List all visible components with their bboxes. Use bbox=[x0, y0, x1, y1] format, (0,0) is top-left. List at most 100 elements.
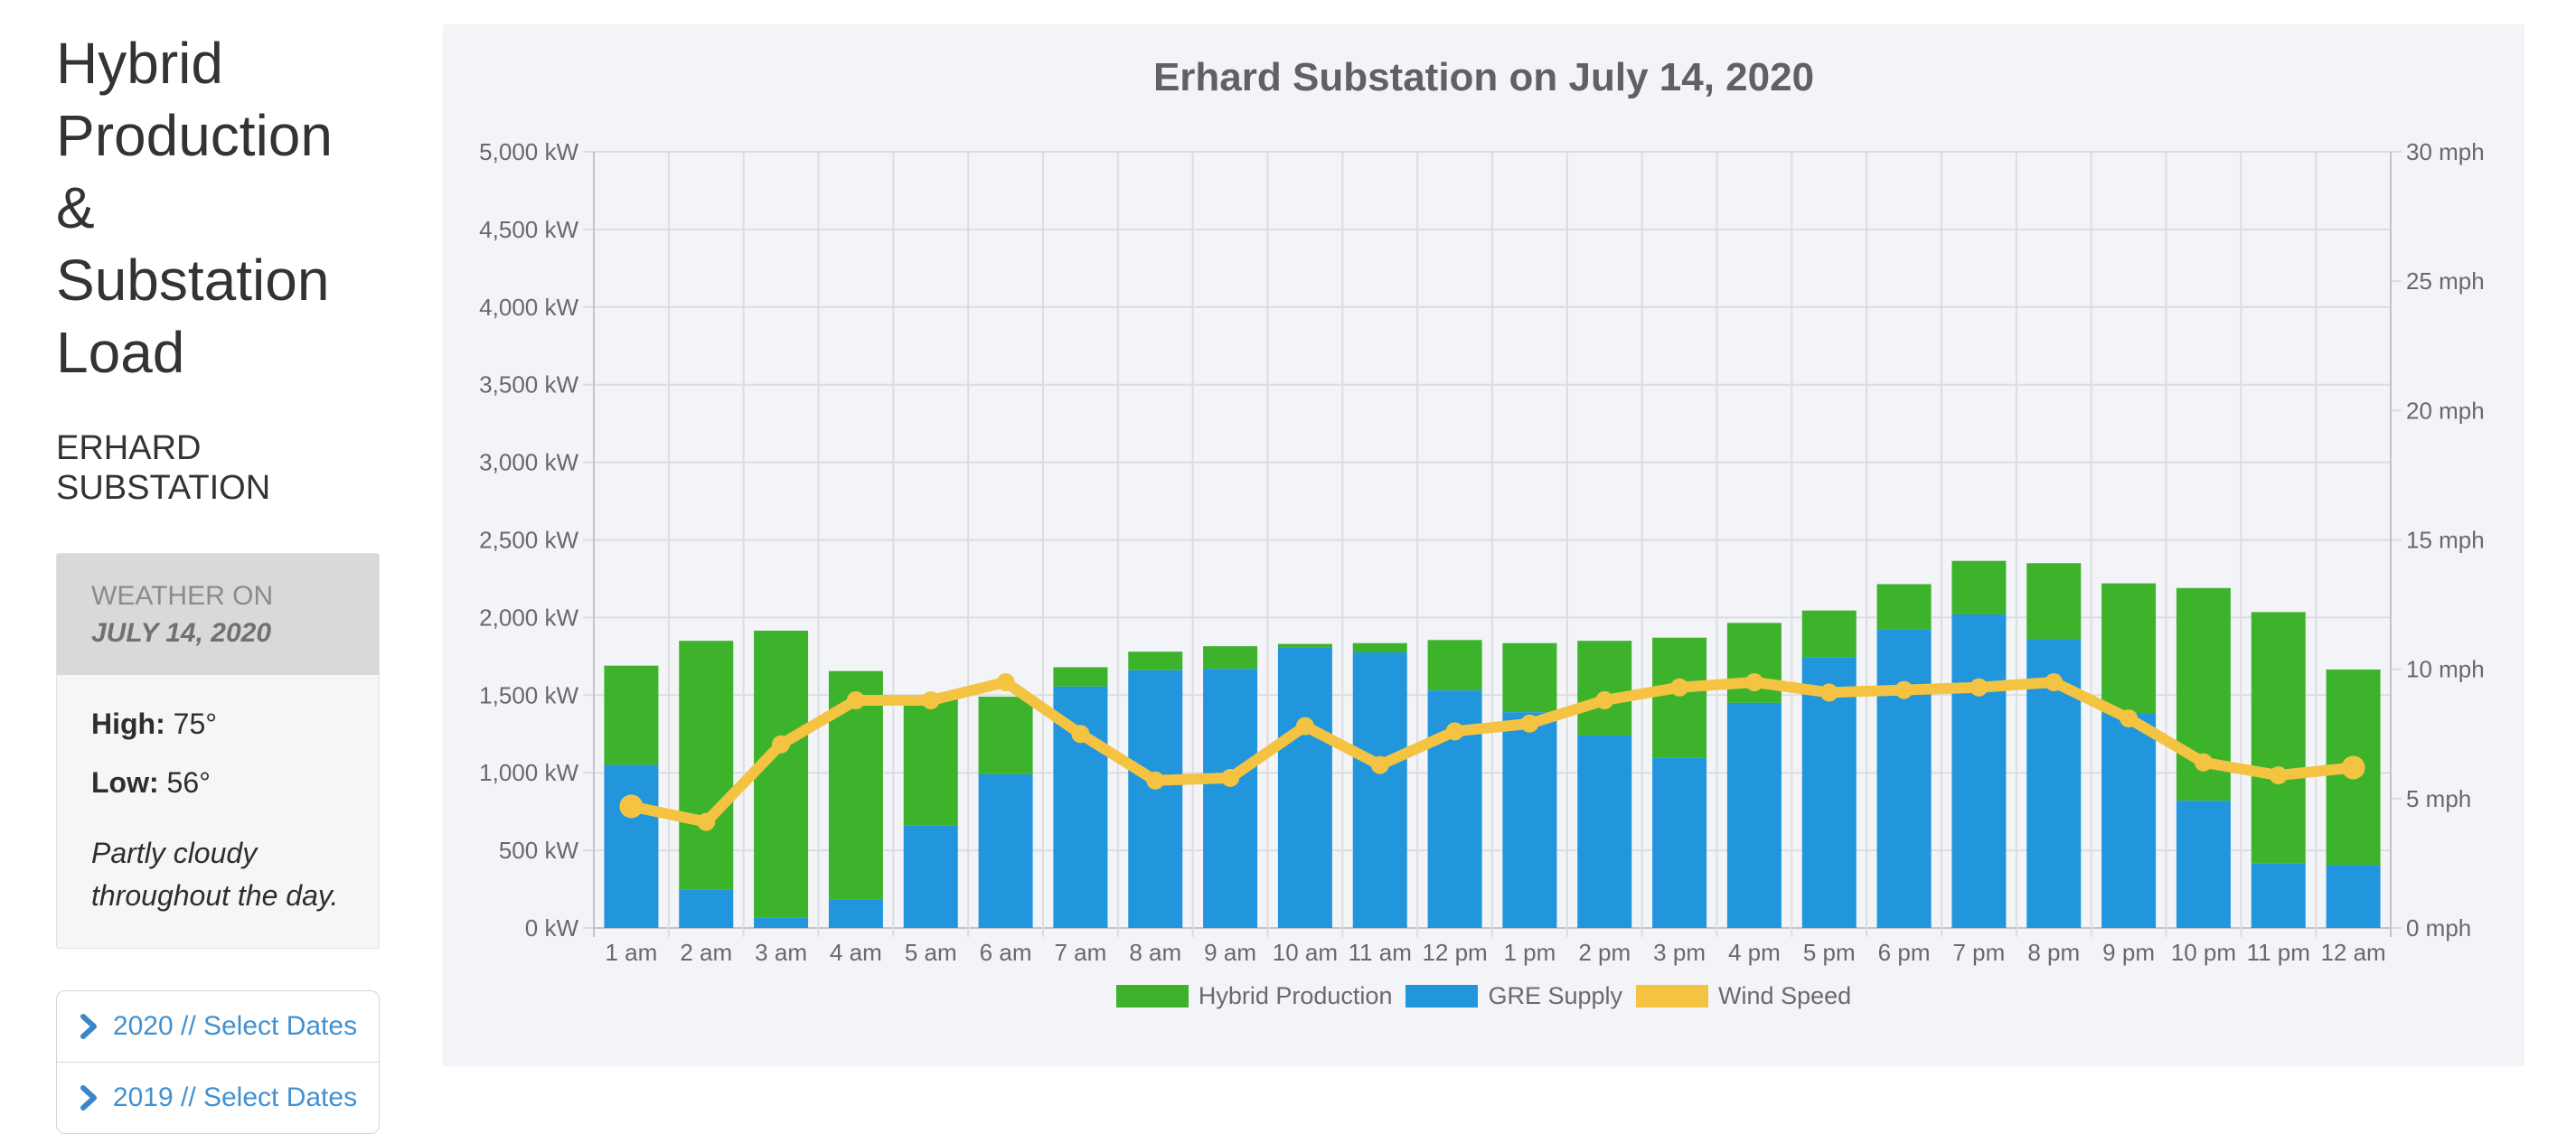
wind-point-5am[interactable] bbox=[921, 691, 940, 710]
bar-gre-6am[interactable] bbox=[978, 773, 1033, 928]
bar-hybrid-11am[interactable] bbox=[1352, 642, 1407, 653]
x-tick-label: 4 pm bbox=[1728, 939, 1781, 966]
bar-gre-2am[interactable] bbox=[679, 889, 734, 928]
select-dates-2020-button[interactable]: 2020 // Select Dates bbox=[57, 991, 379, 1062]
bar-hybrid-2am[interactable] bbox=[679, 641, 734, 890]
bar-gre-1am[interactable] bbox=[604, 764, 659, 928]
bar-gre-5am[interactable] bbox=[903, 825, 958, 928]
wind-point-6am[interactable] bbox=[996, 672, 1015, 691]
bar-hybrid-9pm[interactable] bbox=[2101, 583, 2157, 714]
x-tick-label: 3 am bbox=[755, 939, 807, 966]
y-left-tick-label: 2,000 kW bbox=[479, 604, 578, 631]
bar-gre-9pm[interactable] bbox=[2101, 713, 2157, 928]
bar-gre-9am[interactable] bbox=[1203, 669, 1258, 928]
y-left-tick-label: 0 kW bbox=[525, 914, 579, 942]
wind-point-11am[interactable] bbox=[1370, 755, 1389, 774]
bar-hybrid-2pm[interactable] bbox=[1577, 641, 1632, 736]
wind-point-10am[interactable] bbox=[1295, 717, 1314, 736]
weather-panel-body: High: 75° Low: 56° Partly cloudy through… bbox=[57, 675, 379, 948]
y-right-tick-label: 30 mph bbox=[2406, 138, 2485, 165]
bar-hybrid-8am[interactable] bbox=[1128, 651, 1183, 670]
legend-item[interactable]: Wind Speed bbox=[1636, 982, 1851, 1010]
select-dates-2019-button[interactable]: 2019 // Select Dates bbox=[57, 1062, 379, 1133]
wind-point-9am[interactable] bbox=[1221, 768, 1240, 787]
bar-hybrid-8pm[interactable] bbox=[2026, 563, 2082, 640]
production-load-chart[interactable]: 0 kW 500 kW 1,000 kW 1,500 kW 2,000 kW 2,500 … bbox=[443, 24, 2524, 1066]
bar-gre-10am[interactable] bbox=[1277, 647, 1332, 928]
bar-hybrid-7pm[interactable] bbox=[1951, 560, 2007, 614]
weather-panel: WEATHER ON JULY 14, 2020 High: 75° Low: … bbox=[56, 553, 380, 949]
bar-gre-2pm[interactable] bbox=[1577, 735, 1632, 928]
bar-gre-12am[interactable] bbox=[2326, 865, 2381, 928]
bar-hybrid-6pm[interactable] bbox=[1876, 584, 1932, 630]
bar-gre-7pm[interactable] bbox=[1951, 614, 2007, 928]
wind-point-4am[interactable] bbox=[846, 691, 865, 710]
weather-high: High: 75° bbox=[91, 708, 344, 741]
x-tick-label: 12 pm bbox=[1422, 939, 1487, 966]
y-right-tick-label: 25 mph bbox=[2406, 267, 2485, 295]
wind-point-5pm[interactable] bbox=[1819, 683, 1838, 702]
wind-point-2pm[interactable] bbox=[1595, 691, 1614, 710]
bar-gre-1pm[interactable] bbox=[1502, 712, 1557, 928]
bar-hybrid-7am[interactable] bbox=[1053, 667, 1108, 687]
x-tick-label: 9 am bbox=[1204, 939, 1256, 966]
bar-gre-4am[interactable] bbox=[828, 899, 883, 928]
y-right-tick-label: 20 mph bbox=[2406, 397, 2485, 424]
wind-point-3am[interactable] bbox=[772, 735, 791, 754]
y-right-tick-label: 15 mph bbox=[2406, 527, 2485, 554]
bar-gre-3am[interactable] bbox=[754, 917, 809, 928]
wind-point-1am[interactable] bbox=[619, 794, 644, 819]
bar-hybrid-10am[interactable] bbox=[1277, 643, 1332, 648]
weather-header-date: JULY 14, 2020 bbox=[91, 618, 272, 648]
date-selection-list: 2020 // Select Dates 2019 // Select Date… bbox=[56, 990, 380, 1134]
x-tick-label: 5 am bbox=[905, 939, 957, 966]
wind-point-8pm[interactable] bbox=[2045, 672, 2064, 691]
wind-point-2am[interactable] bbox=[697, 812, 716, 831]
x-tick-label: 8 pm bbox=[2027, 939, 2080, 966]
sidebar: Hybrid Production & Substation Load ERHA… bbox=[56, 27, 380, 1134]
x-tick-label: 9 pm bbox=[2102, 939, 2155, 966]
substation-name: ERHARD SUBSTATION bbox=[56, 429, 271, 507]
bar-gre-8am[interactable] bbox=[1128, 670, 1183, 928]
x-tick-label: 7 am bbox=[1055, 939, 1107, 966]
legend-label: Wind Speed bbox=[1718, 982, 1852, 1009]
y-left-tick-label: 1,500 kW bbox=[479, 681, 578, 708]
y-left-tick-label: 2,500 kW bbox=[479, 527, 578, 554]
wind-point-4pm[interactable] bbox=[1744, 672, 1763, 691]
wind-speed-line bbox=[625, 676, 2359, 828]
wind-point-12pm[interactable] bbox=[1445, 722, 1464, 741]
bar-hybrid-5am[interactable] bbox=[903, 695, 958, 826]
y-left-tick-label: 1,000 kW bbox=[479, 759, 578, 786]
bar-gre-10pm[interactable] bbox=[2176, 801, 2231, 928]
bar-gre-11pm[interactable] bbox=[2251, 863, 2306, 928]
wind-point-11pm[interactable] bbox=[2269, 766, 2288, 785]
legend-item[interactable]: GRE Supply bbox=[1406, 982, 1622, 1010]
bar-gre-3pm[interactable] bbox=[1652, 757, 1707, 928]
wind-point-9pm[interactable] bbox=[2120, 709, 2139, 728]
bar-gre-6pm[interactable] bbox=[1876, 629, 1932, 928]
wind-point-1pm[interactable] bbox=[1520, 714, 1539, 733]
weather-low-label: Low: bbox=[91, 766, 159, 799]
bar-hybrid-1pm[interactable] bbox=[1502, 642, 1557, 713]
bar-hybrid-9am[interactable] bbox=[1203, 646, 1258, 670]
bar-hybrid-3pm[interactable] bbox=[1652, 637, 1707, 758]
bar-gre-4pm[interactable] bbox=[1726, 702, 1782, 928]
bar-gre-11am[interactable] bbox=[1352, 652, 1407, 928]
bar-hybrid-3am[interactable] bbox=[754, 631, 809, 918]
y-left-tick-label: 3,500 kW bbox=[479, 371, 578, 398]
legend-item[interactable]: Hybrid Production bbox=[1115, 982, 1392, 1010]
bar-gre-5pm[interactable] bbox=[1801, 657, 1857, 928]
wind-point-3pm[interactable] bbox=[1670, 678, 1689, 697]
wind-point-8am[interactable] bbox=[1146, 771, 1165, 790]
wind-point-6pm[interactable] bbox=[1894, 680, 1913, 699]
weather-header-label: WEATHER ON bbox=[91, 581, 274, 611]
bar-hybrid-11pm[interactable] bbox=[2251, 612, 2306, 864]
bar-hybrid-1am[interactable] bbox=[604, 665, 659, 765]
wind-point-12am[interactable] bbox=[2341, 755, 2365, 780]
bar-hybrid-12pm[interactable] bbox=[1427, 640, 1482, 691]
bar-hybrid-5pm[interactable] bbox=[1801, 610, 1857, 658]
wind-point-10pm[interactable] bbox=[2194, 753, 2213, 772]
wind-point-7pm[interactable] bbox=[1970, 678, 1988, 697]
wind-point-7am[interactable] bbox=[1071, 725, 1090, 744]
bar-hybrid-6am[interactable] bbox=[978, 697, 1033, 774]
